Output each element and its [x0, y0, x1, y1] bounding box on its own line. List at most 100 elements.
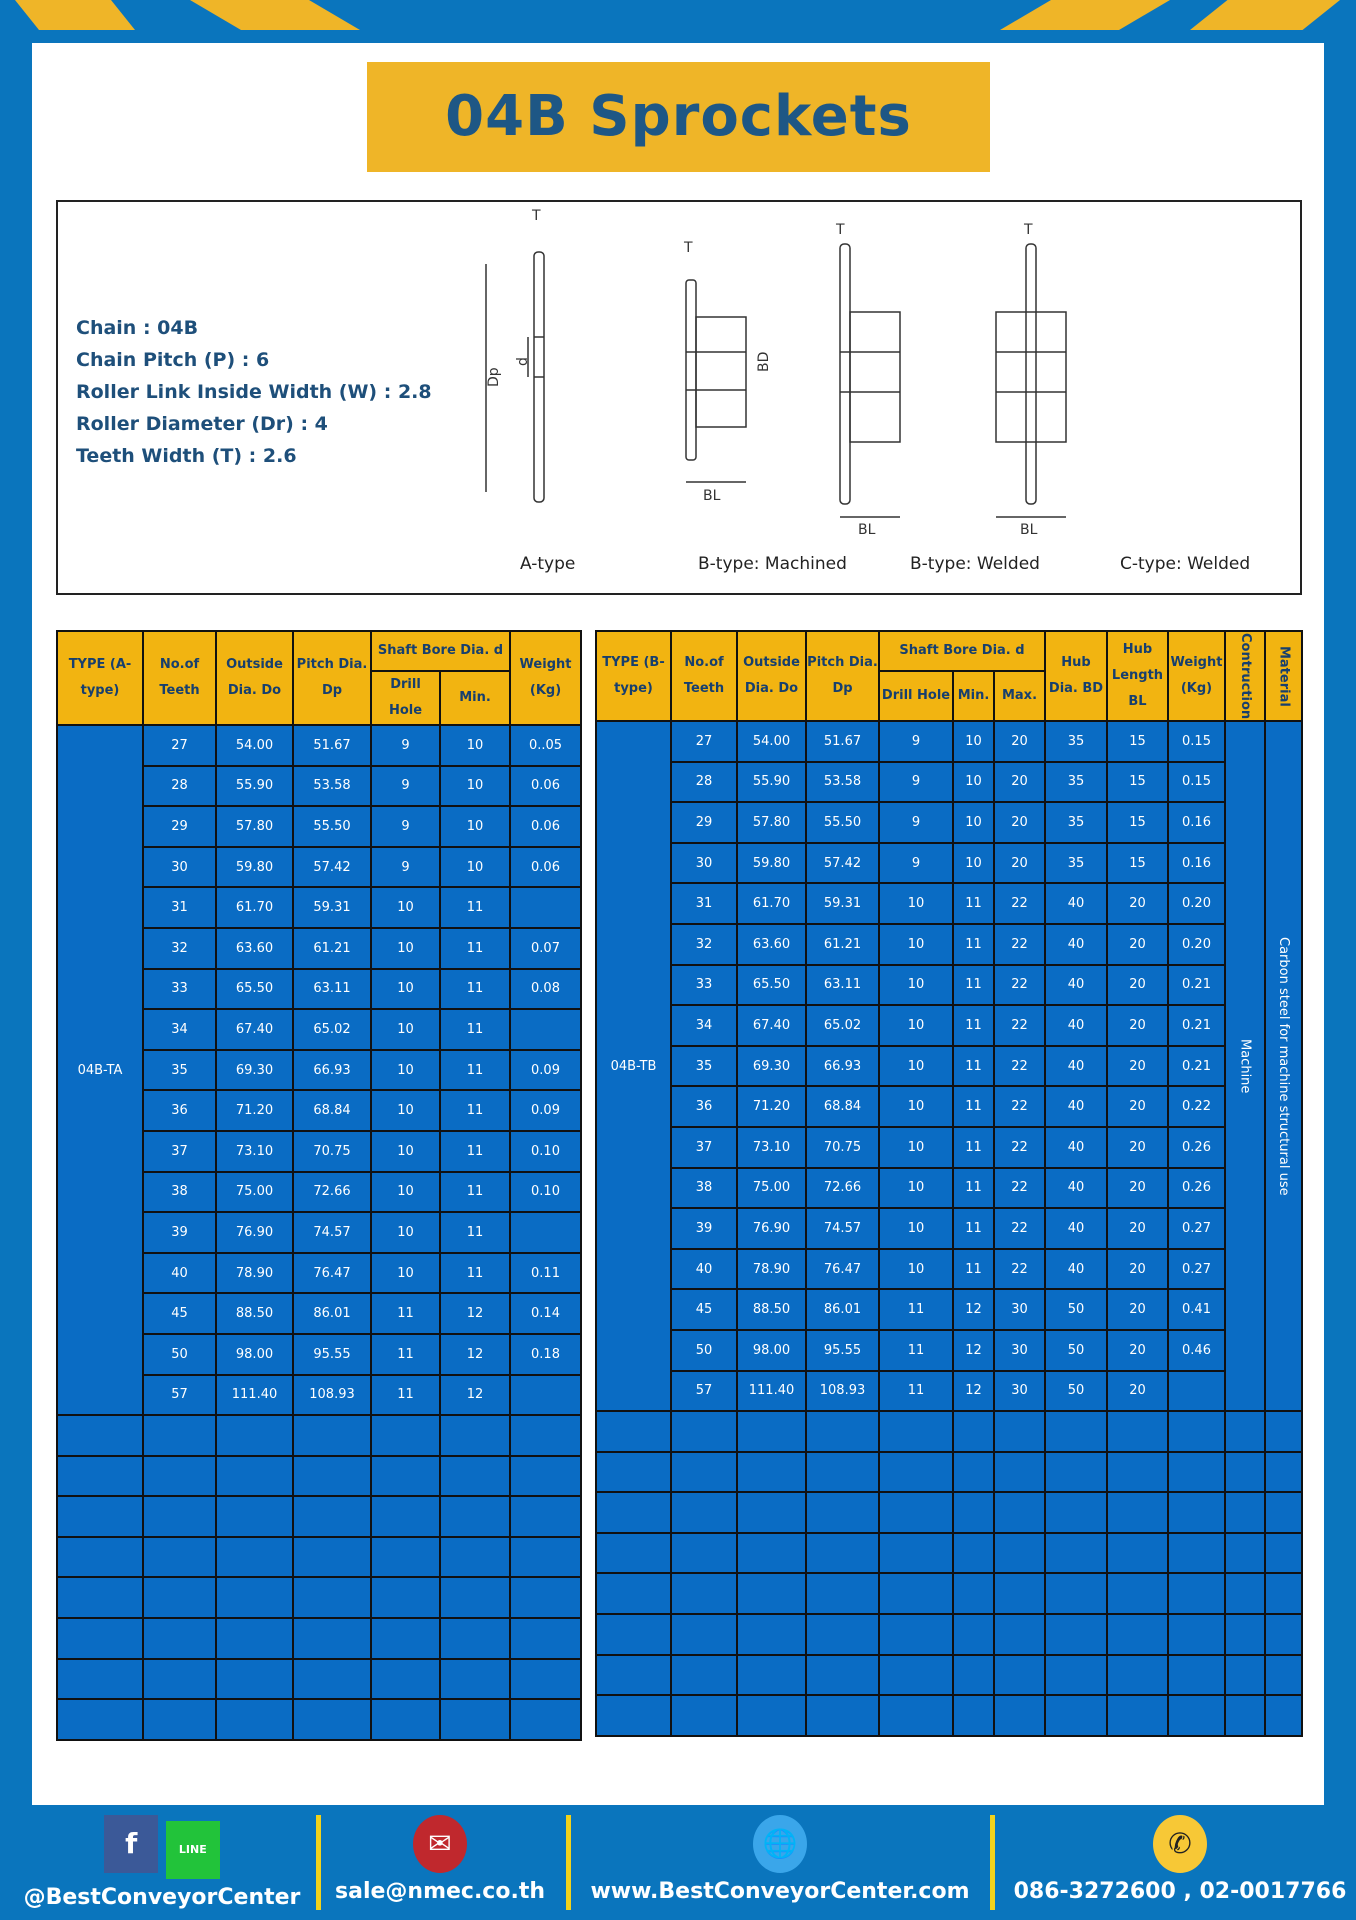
empty-cell	[56, 1617, 144, 1660]
cell-min-bore: 11	[952, 963, 995, 1007]
empty-cell	[1264, 1572, 1303, 1616]
cell-min-bore: 11	[438, 926, 512, 970]
cell-pitch-dia: 53.58	[805, 760, 880, 804]
empty-cell	[292, 1698, 372, 1741]
cell-pitch-dia: 61.21	[292, 926, 372, 970]
cell-pitch-dia: 72.66	[292, 1170, 372, 1214]
cell-pitch-dia: 61.21	[805, 922, 880, 966]
footer-divider	[566, 1815, 571, 1910]
empty-row	[56, 1617, 583, 1660]
phone-icon: ✆	[1153, 1815, 1207, 1873]
cell-teeth: 38	[142, 1170, 217, 1214]
cell-max-bore: 20	[993, 760, 1046, 804]
cell-outside-dia: 61.70	[215, 886, 294, 929]
facebook-icon: f	[104, 1815, 159, 1873]
cell-drill-hole: 11	[370, 1332, 441, 1376]
empty-cell	[595, 1694, 672, 1737]
footer-phone[interactable]: ✆ 086-3272600 , 02-0017766	[1010, 1815, 1350, 1904]
empty-cell	[142, 1495, 217, 1538]
cell-hub-dia: 40	[1044, 1166, 1108, 1210]
empty-cell	[878, 1450, 954, 1494]
cell-max-bore: 22	[993, 1004, 1046, 1047]
table-row: 32 63.60 61.21 10 11 0.07	[57, 926, 583, 970]
cell-outside-dia: 98.00	[736, 1328, 807, 1372]
empty-cell	[1044, 1450, 1108, 1494]
cell-outside-dia: 76.90	[215, 1211, 294, 1254]
cell-hub-length: 20	[1106, 1369, 1169, 1413]
footer-website[interactable]: 🌐 www.BestConveyorCenter.com	[585, 1815, 975, 1904]
cell-weight: 0.21	[1167, 1004, 1226, 1047]
a-type-drawing: Do Dp d T	[485, 208, 545, 503]
empty-cell	[56, 1414, 144, 1457]
cell-weight: 0.27	[1167, 1207, 1226, 1250]
empty-cell	[952, 1694, 995, 1737]
cell-teeth: 38	[670, 1166, 738, 1210]
cell-outside-dia: 69.30	[215, 1048, 294, 1092]
cell-drill-hole: 10	[370, 967, 441, 1011]
cell-drill-hole: 10	[878, 1207, 954, 1250]
cell-weight: 0.08	[509, 967, 583, 1011]
empty-cell	[993, 1572, 1046, 1616]
cell-pitch-dia: 57.42	[292, 845, 372, 889]
empty-cell	[1106, 1653, 1169, 1697]
empty-cell	[1167, 1653, 1226, 1697]
spec-inside-width: Roller Link Inside Width (W) : 2.8	[76, 381, 432, 403]
cell-drill-hole: 11	[878, 1288, 954, 1331]
email-icon: ✉	[413, 1815, 467, 1873]
cell-outside-dia: 71.20	[215, 1089, 294, 1132]
table-row: 04B-TB 27 54.00 51.67 9 10 20 35 15 0.15 Machine Ca…	[595, 719, 1303, 1413]
cell-min-bore: 11	[438, 1251, 512, 1295]
cell-max-bore: 30	[993, 1328, 1046, 1372]
spec-pitch: Chain Pitch (P) : 6	[76, 349, 270, 371]
empty-cell	[952, 1572, 995, 1616]
empty-cell	[509, 1657, 583, 1701]
table-row: 28 55.90 53.58 9 10 0.06	[57, 764, 583, 808]
empty-cell	[1044, 1613, 1108, 1656]
empty-cell	[215, 1495, 294, 1538]
caption-b-welded: B-type: Welded	[910, 554, 1040, 574]
cell-min-bore: 11	[952, 1207, 995, 1250]
cell-hub-dia: 35	[1044, 801, 1108, 844]
empty-cell	[1224, 1491, 1266, 1534]
table-row: 45 88.50 86.01 11 12 0.14	[57, 1292, 583, 1335]
cell-weight	[509, 1373, 583, 1417]
empty-cell	[670, 1653, 738, 1697]
cell-weight: 0.06	[509, 805, 583, 848]
empty-cell	[215, 1698, 294, 1741]
empty-cell	[595, 1653, 672, 1697]
cell-weight: 0.09	[509, 1089, 583, 1132]
empty-row	[595, 1694, 1303, 1737]
empty-cell	[952, 1410, 995, 1453]
cell-hub-dia: 40	[1044, 963, 1108, 1007]
svg-text:BL: BL	[703, 488, 721, 504]
empty-cell	[670, 1491, 738, 1534]
cell-outside-dia: 57.80	[736, 801, 807, 844]
empty-cell	[142, 1698, 217, 1741]
footer-email[interactable]: ✉ sale@nmec.co.th	[330, 1815, 550, 1904]
table-row: 50 98.00 95.55 11 12 30 50 20 0.46	[596, 1328, 1302, 1372]
cell-drill-hole: 10	[878, 1247, 954, 1291]
cell-min-bore: 11	[952, 1004, 995, 1047]
empty-cell	[56, 1495, 144, 1538]
cell-drill-hole: 10	[878, 1085, 954, 1128]
cell-min-bore: 12	[952, 1369, 995, 1413]
cell-drill-hole: 9	[878, 801, 954, 844]
table-row: 36 71.20 68.84 10 11 22 40 20 0.22	[596, 1085, 1302, 1128]
cell-drill-hole: 9	[878, 760, 954, 804]
empty-cell	[878, 1694, 954, 1737]
header-pitch-dia: Pitch Dia. Dp	[805, 630, 880, 722]
cell-min-bore: 11	[952, 1247, 995, 1291]
cell-max-bore: 20	[993, 720, 1046, 763]
svg-text:T: T	[683, 240, 693, 256]
empty-cell	[993, 1694, 1046, 1737]
table-row: 29 57.80 55.50 9 10 0.06	[57, 805, 583, 848]
empty-cell	[370, 1698, 441, 1741]
empty-cell	[215, 1414, 294, 1457]
cell-weight: 0.20	[1167, 882, 1226, 925]
cell-hub-dia: 40	[1044, 1207, 1108, 1250]
cell-teeth: 39	[142, 1211, 217, 1254]
cell-pitch-dia: 95.55	[292, 1332, 372, 1376]
empty-cell	[1106, 1613, 1169, 1656]
cell-min-bore: 12	[952, 1288, 995, 1331]
footer-social[interactable]: f LINE @BestConveyorCenter	[22, 1815, 302, 1910]
